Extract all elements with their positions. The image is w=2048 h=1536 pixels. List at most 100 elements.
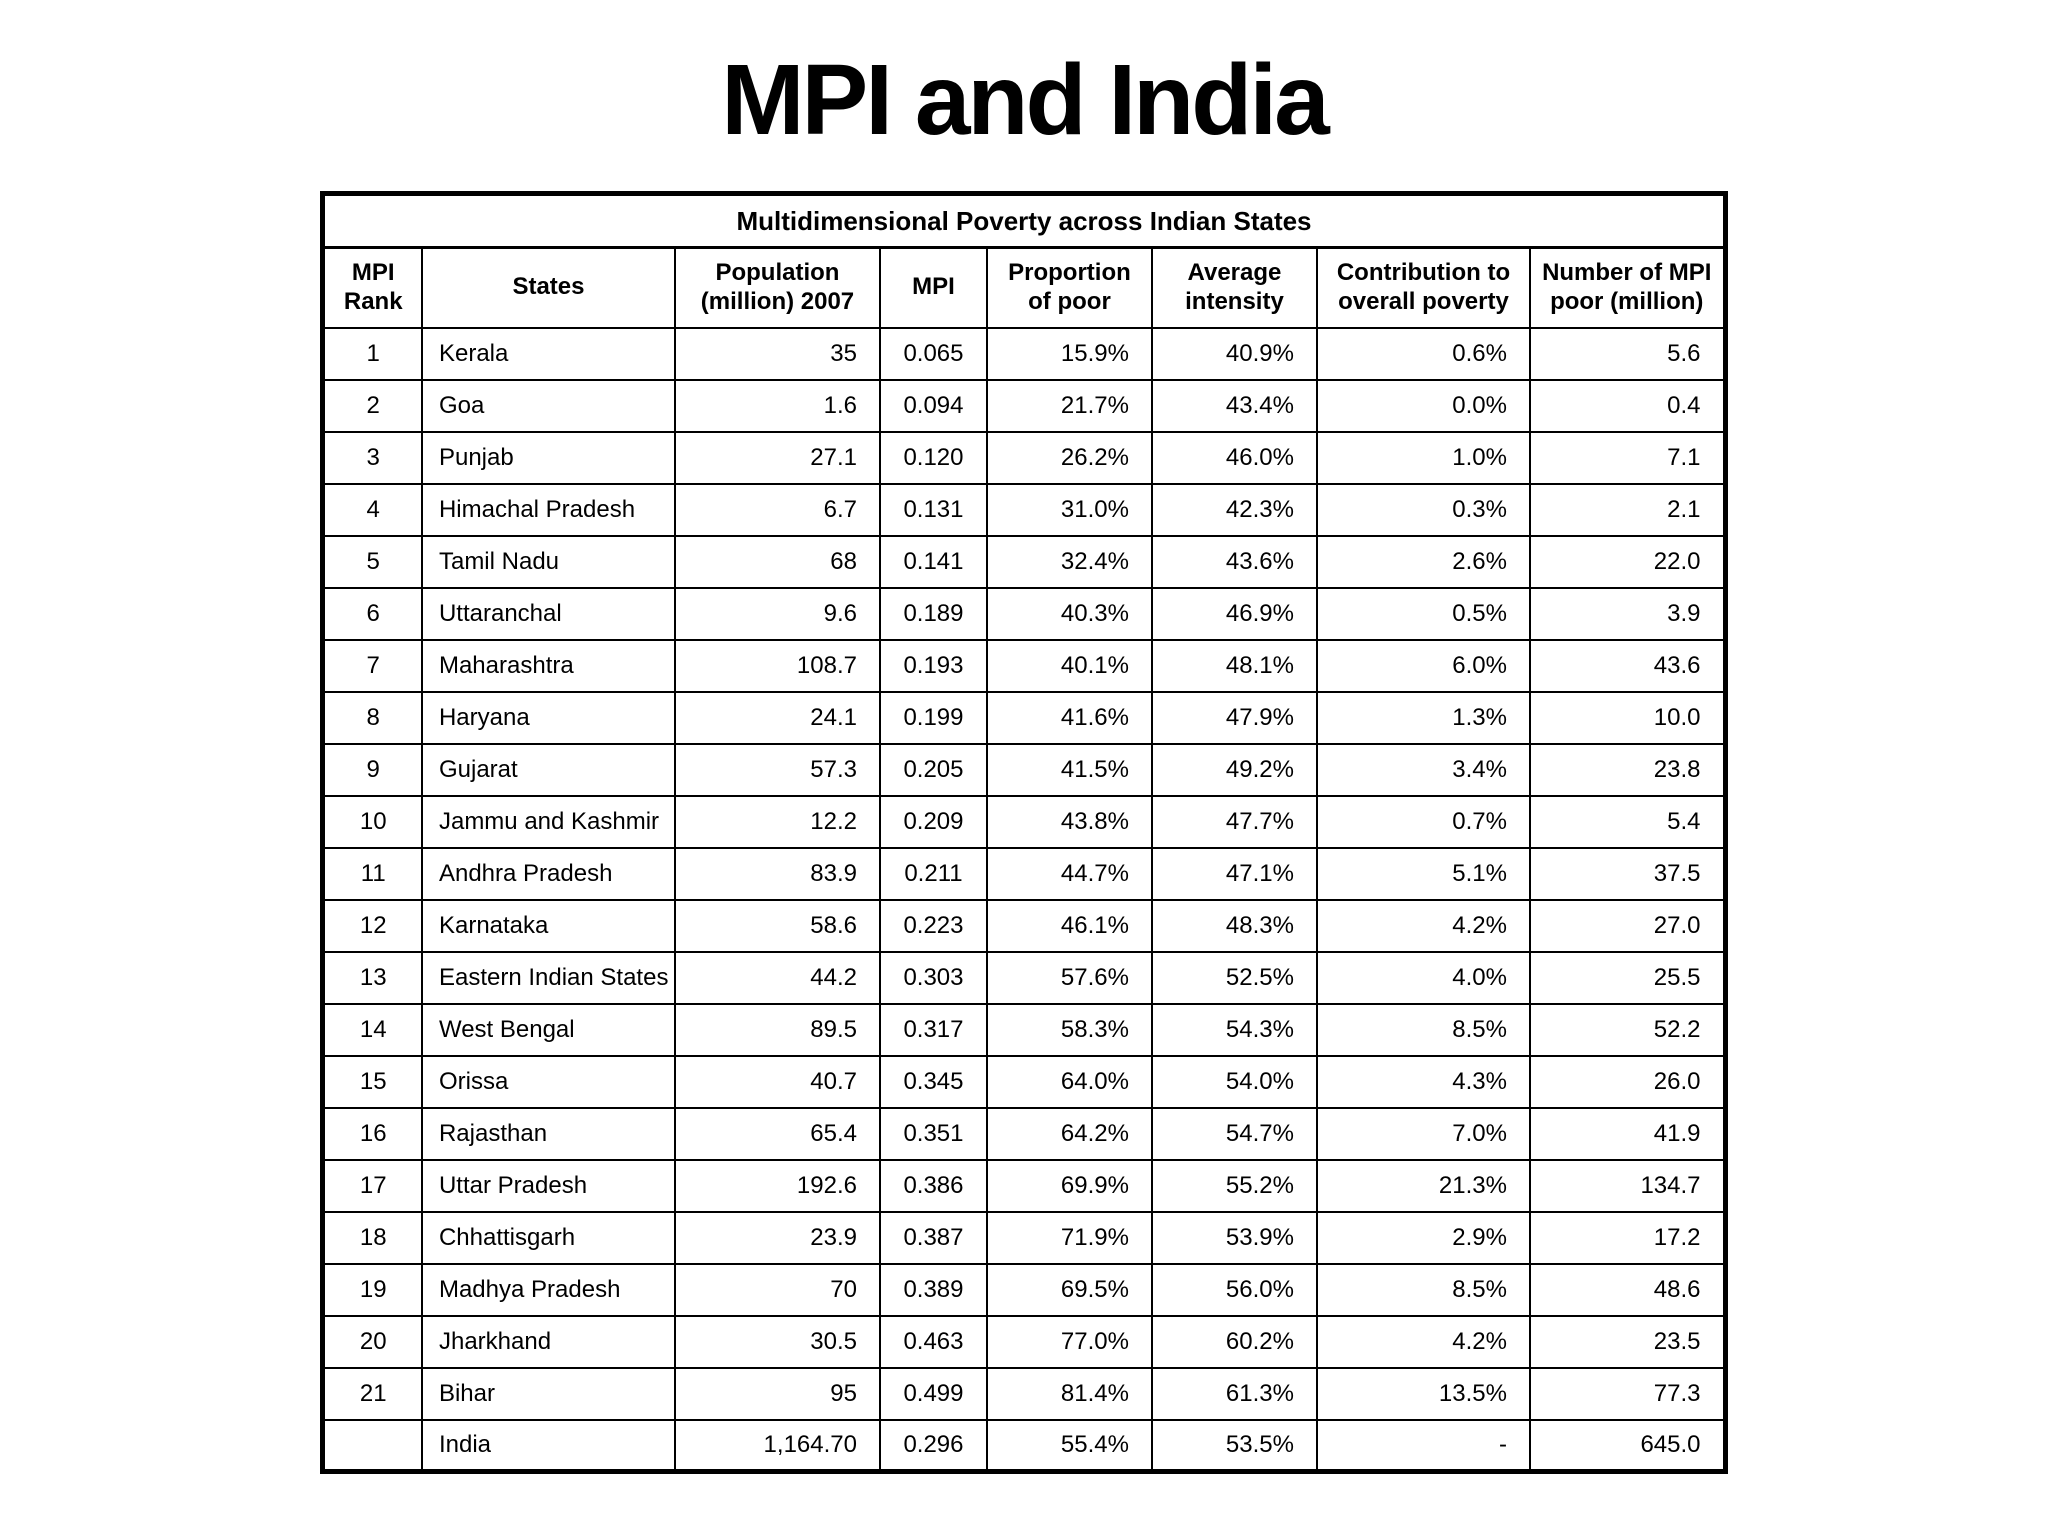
column-header: MPI (878, 246, 988, 329)
table-cell: 48.3% (1150, 898, 1318, 953)
table-cell: 55.4% (985, 1418, 1153, 1473)
table-header-row: MPI Rank States Population (million) 2007 M… (321, 246, 1727, 329)
table-cell: Uttar Pradesh (420, 1158, 676, 1213)
table-cell: 14 (321, 1002, 423, 1057)
table-cell: Maharashtra (420, 638, 676, 693)
table-cell: 21 (321, 1366, 423, 1421)
table-cell: 49.2% (1150, 742, 1318, 797)
table-cell: 5.1% (1315, 846, 1531, 901)
column-header: Number of MPI poor (million) (1528, 246, 1727, 329)
table-cell: 192.6 (673, 1158, 881, 1213)
table-cell: 0.189 (878, 586, 988, 641)
table-cell: 0.463 (878, 1314, 988, 1369)
table-cell: 5 (321, 534, 423, 589)
table-row: 3 Punjab 27.1 0.120 26.2% 46.0% 1.0% 7.1 (321, 430, 1727, 485)
table-cell: 0.296 (878, 1418, 988, 1473)
table-row: 16 Rajasthan 65.4 0.351 64.2% 54.7% 7.0% 41.9 (321, 1106, 1727, 1161)
table-cell: 0.6% (1315, 326, 1531, 381)
column-header: States (420, 246, 676, 329)
table-cell: 0.387 (878, 1210, 988, 1265)
table-cell: 0.131 (878, 482, 988, 537)
table-cell: 0.211 (878, 846, 988, 901)
table-cell: Madhya Pradesh (420, 1262, 676, 1317)
table-cell: 17.2 (1528, 1210, 1727, 1265)
table-cell: 20 (321, 1314, 423, 1369)
table-cell: 44.2 (673, 950, 881, 1005)
table-row: 14 West Bengal 89.5 0.317 58.3% 54.3% 8.5% 52.2 (321, 1002, 1727, 1057)
table-cell: 13.5% (1315, 1366, 1531, 1421)
table-cell: 27.1 (673, 430, 881, 485)
table-row: 9 Gujarat 57.3 0.205 41.5% 49.2% 3.4% 23.8 (321, 742, 1727, 797)
table-cell: 23.8 (1528, 742, 1727, 797)
table-cell: 22.0 (1528, 534, 1727, 589)
table-cell: 46.9% (1150, 586, 1318, 641)
table-cell: 31.0% (985, 482, 1153, 537)
table-cell: 32.4% (985, 534, 1153, 589)
table-cell: 70 (673, 1262, 881, 1317)
table-row: 20 Jharkhand 30.5 0.463 77.0% 60.2% 4.2% 23.5 (321, 1314, 1727, 1369)
table-cell: 1,164.70 (673, 1418, 881, 1473)
table-cell: 60.2% (1150, 1314, 1318, 1369)
table-cell: 0.389 (878, 1262, 988, 1317)
table-cell: 12 (321, 898, 423, 953)
table-cell: 41.6% (985, 690, 1153, 745)
table-cell: 10.0 (1528, 690, 1727, 745)
table-cell: 47.7% (1150, 794, 1318, 849)
table-row: 4 Himachal Pradesh 6.7 0.131 31.0% 42.3% 0.3% 2… (321, 482, 1727, 537)
table-cell: Chhattisgarh (420, 1210, 676, 1265)
page-title: MPI and India (721, 44, 1329, 156)
table-cell: Uttaranchal (420, 586, 676, 641)
table-cell: Rajasthan (420, 1106, 676, 1161)
table-cell: 0.303 (878, 950, 988, 1005)
table-cell: 15 (321, 1054, 423, 1109)
column-header: Proportion of poor (985, 246, 1153, 329)
table-cell: 0.3% (1315, 482, 1531, 537)
table-cell: 0.4 (1528, 378, 1727, 433)
table-cell: 68 (673, 534, 881, 589)
table-cell: 108.7 (673, 638, 881, 693)
table-cell: 40.1% (985, 638, 1153, 693)
table-cell: 64.0% (985, 1054, 1153, 1109)
table-cell: 0.0% (1315, 378, 1531, 433)
table-cell: 24.1 (673, 690, 881, 745)
table-row: 8 Haryana 24.1 0.199 41.6% 47.9% 1.3% 10.0 (321, 690, 1727, 745)
table-cell: 5.6 (1528, 326, 1727, 381)
table-cell: 17 (321, 1158, 423, 1213)
table-cell: 12.2 (673, 794, 881, 849)
table-cell: 58.3% (985, 1002, 1153, 1057)
table-cell: 0.345 (878, 1054, 988, 1109)
table-cell: 1.6 (673, 378, 881, 433)
table-cell (321, 1418, 423, 1473)
table-cell: 4.3% (1315, 1054, 1531, 1109)
table-cell: 46.0% (1150, 430, 1318, 485)
table-cell: 43.4% (1150, 378, 1318, 433)
table-row: 5 Tamil Nadu 68 0.141 32.4% 43.6% 2.6% 22.0 (321, 534, 1727, 589)
table-cell: 42.3% (1150, 482, 1318, 537)
table-cell: 27.0 (1528, 898, 1727, 953)
table-cell: 23.5 (1528, 1314, 1727, 1369)
table-cell: 40.9% (1150, 326, 1318, 381)
table-cell: 0.065 (878, 326, 988, 381)
table-cell: 1 (321, 326, 423, 381)
table-cell: 81.4% (985, 1366, 1153, 1421)
table-cell: 44.7% (985, 846, 1153, 901)
table-cell: 0.7% (1315, 794, 1531, 849)
table-cell: 2.6% (1315, 534, 1531, 589)
table-cell: 77.0% (985, 1314, 1153, 1369)
table-cell: 26.0 (1528, 1054, 1727, 1109)
table-cell: 18 (321, 1210, 423, 1265)
table-cell: Punjab (420, 430, 676, 485)
table-cell: West Bengal (420, 1002, 676, 1057)
table-cell: 6.7 (673, 482, 881, 537)
table-cell: 0.351 (878, 1106, 988, 1161)
table-cell: 55.2% (1150, 1158, 1318, 1213)
table-cell: Bihar (420, 1366, 676, 1421)
table-row: 11 Andhra Pradesh 83.9 0.211 44.7% 47.1% 5.1% 3… (321, 846, 1727, 901)
column-header: Population (million) 2007 (673, 246, 881, 329)
table-cell: 3.4% (1315, 742, 1531, 797)
table-cell: 0.120 (878, 430, 988, 485)
table-cell: 53.9% (1150, 1210, 1318, 1265)
mpi-table: Multidimensional Poverty across Indian S… (320, 191, 1728, 1474)
table-cell: 21.7% (985, 378, 1153, 433)
